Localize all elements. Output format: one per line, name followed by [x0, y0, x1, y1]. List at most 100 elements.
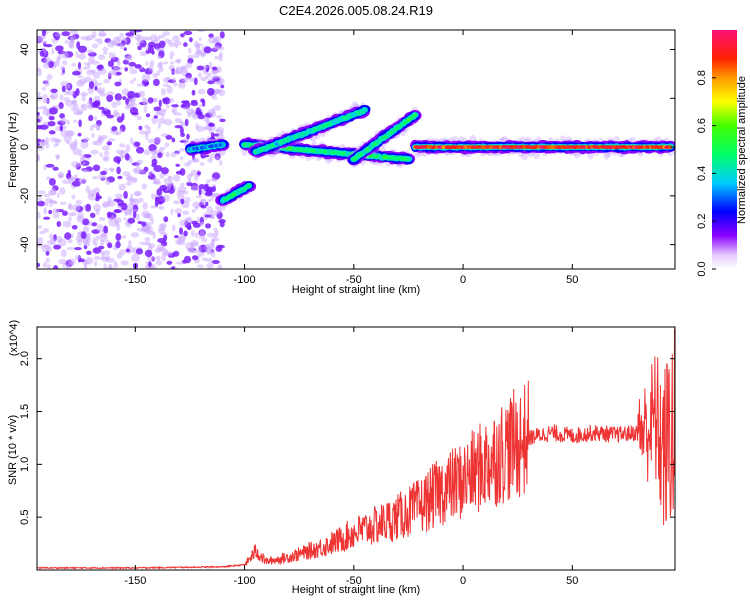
spectrogram-cell	[133, 191, 141, 196]
spectrogram-cell	[37, 118, 41, 123]
spectrogram-cell	[171, 104, 179, 108]
spectrogram-cell	[107, 60, 115, 68]
spectrogram-cell	[152, 72, 159, 78]
spectrogram-cell	[136, 146, 144, 154]
spectrogram-cell	[92, 123, 98, 128]
spectrogram-cell	[83, 241, 91, 247]
spectrogram-cell	[205, 201, 209, 207]
spectrogram-cell	[185, 76, 190, 81]
spectrogram-cell	[129, 66, 134, 70]
spectrogram-cell	[37, 190, 46, 195]
spectrogram-cell	[189, 77, 195, 82]
spectrogram-cell	[60, 117, 67, 124]
spectrogram-cell	[180, 182, 185, 187]
spectrogram-cell	[147, 138, 156, 144]
spectrogram-cell	[195, 123, 199, 130]
spectrogram-x-ticks: -150 -100 -50 0 50	[124, 30, 578, 286]
spectrogram-cell	[52, 166, 59, 171]
spectrogram-cell	[153, 106, 162, 112]
spectrogram-cell	[43, 107, 48, 112]
spectrogram-cell	[114, 217, 122, 224]
colorbar-tick-label: 0.0	[696, 261, 708, 276]
spectrogram-cell	[113, 156, 122, 163]
spectrogram-cell	[159, 223, 167, 229]
spectrogram-cell	[158, 205, 165, 210]
spectrogram-cell	[95, 235, 100, 241]
spectrogram-cell	[39, 124, 49, 130]
spectrogram-cell	[145, 61, 149, 66]
spectrogram-cell	[154, 136, 162, 144]
spectrogram-cell	[71, 161, 81, 168]
spectrogram-cell	[71, 225, 78, 230]
spectrogram-cell	[116, 99, 121, 106]
colorbar-tick-label: 0.4	[696, 166, 708, 181]
snr-x-label: Height of straight line (km)	[292, 584, 420, 596]
spectrogram-cell	[56, 192, 60, 198]
spectrogram-cell	[206, 262, 214, 269]
spectrogram-cell	[159, 172, 165, 179]
spectrogram-cell	[53, 143, 58, 148]
spectrogram-cell	[201, 237, 208, 243]
spectrogram-cell	[161, 88, 166, 96]
spectrogram-cell	[181, 100, 190, 104]
spectrogram-cell	[70, 106, 77, 112]
spectrogram-cell	[211, 66, 218, 71]
spectrogram-cell	[212, 45, 220, 51]
spectrogram-cell	[147, 45, 154, 54]
spectrogram-cell	[152, 181, 162, 185]
spectrogram-cell	[71, 62, 77, 67]
spectrogram-cell	[155, 111, 163, 116]
spectrogram-cell	[108, 138, 116, 142]
spectrogram-cell	[194, 52, 200, 59]
spectrogram-cell	[198, 187, 202, 196]
spectrogram-cell	[69, 261, 75, 266]
spectrogram-cell	[64, 232, 72, 240]
spectrogram-cell	[64, 39, 69, 45]
snr-frame	[36, 326, 676, 571]
spectrogram-cell	[83, 137, 90, 142]
spectrogram-cell	[73, 110, 83, 116]
spectrogram-cell	[70, 30, 78, 36]
spectrogram-cell	[56, 154, 60, 161]
spectrogram-y-tick-label: 20	[19, 92, 31, 104]
spectrogram-cell	[56, 236, 63, 243]
spectrogram-cell	[175, 43, 178, 49]
spectrogram-y-tick-label: -40	[19, 237, 31, 253]
spectrogram-cell	[113, 261, 118, 269]
spectrogram-cell	[207, 158, 213, 164]
spectrogram-cell	[145, 225, 153, 233]
spectrogram-cell	[165, 135, 173, 140]
spectrogram-cell	[98, 32, 107, 37]
spectrogram-cell	[219, 118, 226, 123]
spectrogram-cell	[52, 211, 60, 219]
spectrogram-cell	[167, 175, 171, 183]
spectrogram-cell	[192, 201, 201, 209]
spectrogram-cell	[144, 81, 150, 86]
spectrogram-cell	[103, 51, 108, 55]
spectrogram-cell	[46, 176, 52, 181]
spectrogram-cell	[183, 230, 188, 237]
spectrogram-cell	[103, 263, 107, 269]
colorbar: 0.0 0.2 0.4 0.6 0.8 Normalized spectral ampl…	[696, 30, 748, 277]
spectrogram-cell	[210, 177, 218, 182]
spectrogram-cell	[207, 72, 212, 77]
spectrogram-cell	[206, 179, 211, 184]
spectrogram-cell	[59, 113, 65, 119]
snr-y-tick-label: 1.0	[19, 457, 31, 472]
spectrogram-cell	[137, 35, 145, 44]
spectrogram-cell	[181, 121, 185, 128]
spectrogram-cell	[103, 225, 108, 234]
spectrogram-cell	[185, 62, 193, 69]
spectrogram-cell	[183, 42, 188, 47]
spectrogram-cell	[134, 64, 142, 69]
spectrogram-cell	[53, 244, 62, 250]
spectrogram-cell	[210, 251, 216, 258]
spectrogram-cell	[132, 210, 137, 219]
spectrogram-cell	[158, 40, 166, 49]
spectrogram-cell	[128, 208, 132, 216]
spectrogram-cell	[147, 173, 152, 177]
spectrogram-cell	[68, 216, 72, 222]
spectrogram-cell	[142, 97, 146, 104]
spectrogram-cell	[88, 114, 94, 121]
spectrogram-cell	[88, 81, 95, 89]
